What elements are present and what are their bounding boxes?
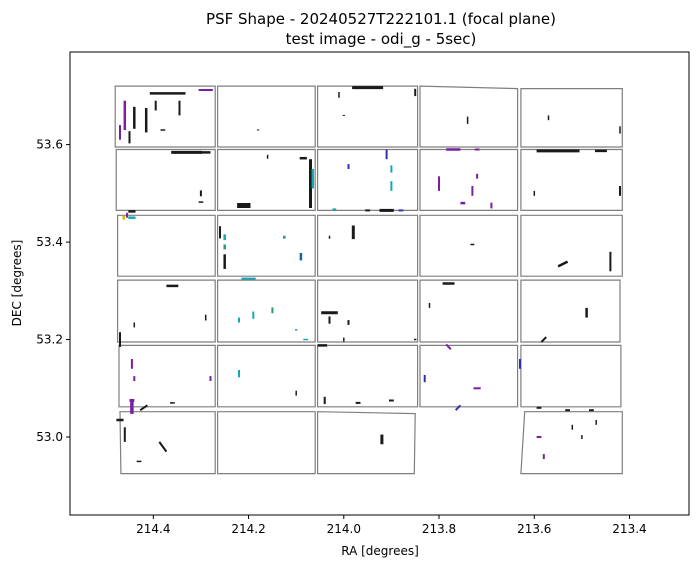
x-tick-label: 214.2 <box>231 522 265 536</box>
ccd-outline <box>317 148 419 211</box>
chart-title-line1: PSF Shape - 20240527T222101.1 (focal pla… <box>206 10 556 28</box>
ccd-outline <box>217 85 316 148</box>
x-axis-ticks: 214.4 214.2 214.0 213.8 213.6 213.4 <box>136 515 647 536</box>
x-tick-label: 214.0 <box>327 522 361 536</box>
ccd-outline <box>217 411 316 475</box>
chart-title-line2: test image - odi_g - 5sec) <box>286 30 477 49</box>
ccd-outline <box>520 279 621 343</box>
psf-whisker <box>540 336 547 343</box>
y-axis-ticks: 53.0 53.2 53.4 53.6 <box>36 138 70 444</box>
y-tick-label: 53.2 <box>36 333 63 347</box>
x-axis-label: RA [degrees] <box>341 544 419 558</box>
y-axis-label: DEC [degrees] <box>10 240 24 327</box>
y-tick-label: 53.4 <box>36 235 63 249</box>
ccd-outline <box>520 411 623 475</box>
ccd-outline <box>217 344 316 408</box>
ccd-outline <box>419 85 519 148</box>
ccd-outline <box>419 279 519 343</box>
ccd-outline <box>116 279 216 343</box>
plot-frame <box>69 51 690 516</box>
ccd-outline <box>116 214 216 277</box>
psf-whisker <box>557 260 569 268</box>
ccd-outline <box>419 344 519 408</box>
y-tick-label: 53.6 <box>36 138 63 152</box>
psf-whisker <box>139 404 148 412</box>
ccd-outline <box>115 148 216 211</box>
ccd-outline <box>118 344 216 408</box>
ccd-outline <box>520 344 622 408</box>
ccd-outline <box>217 214 316 277</box>
psf-whiskers <box>116 86 621 463</box>
x-tick-label: 213.4 <box>612 522 646 536</box>
ccd-outline <box>419 148 519 211</box>
ccd-outline <box>520 87 623 148</box>
x-tick-label: 213.6 <box>517 522 551 536</box>
ccd-outlines <box>114 85 623 475</box>
ccd-outline <box>419 214 519 277</box>
psf-whisker <box>158 441 168 453</box>
ccd-outline <box>119 411 216 475</box>
psf-whisker <box>454 404 462 411</box>
ccd-outline <box>114 85 216 148</box>
ccd-outline <box>217 148 316 211</box>
ccd-outline <box>317 279 419 343</box>
x-tick-label: 213.8 <box>422 522 456 536</box>
x-tick-label: 214.4 <box>136 522 170 536</box>
ccd-outline <box>317 344 419 408</box>
psf-whisker <box>445 343 452 350</box>
plot-area <box>70 52 689 515</box>
ccd-outline <box>520 214 623 277</box>
y-tick-label: 53.0 <box>36 430 63 444</box>
ccd-outline <box>520 148 623 211</box>
ccd-outline <box>317 411 416 475</box>
ccd-outline <box>317 85 419 148</box>
ccd-outline <box>317 214 419 277</box>
ccd-outline <box>217 279 316 343</box>
